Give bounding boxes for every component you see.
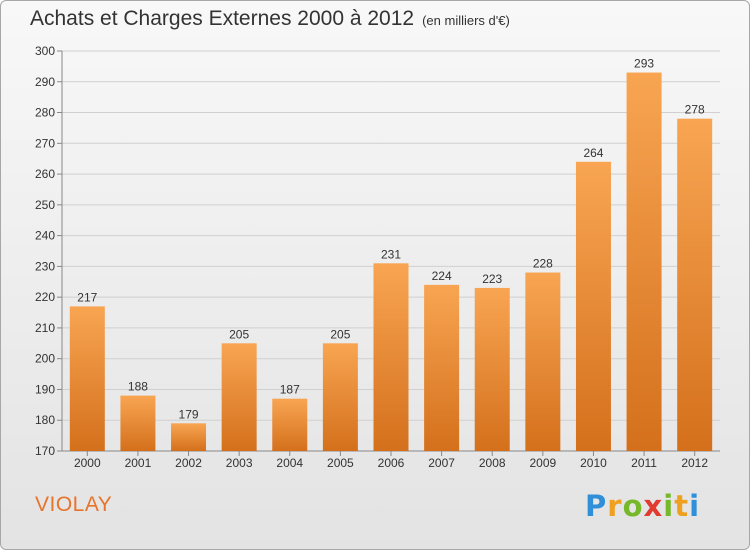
x-tick-label: 2008 — [479, 456, 506, 470]
y-tick-label: 270 — [35, 136, 55, 150]
y-tick-labels: 170 180 190 200 210 220 230 240 250 260 270 280 290 3… — [35, 44, 55, 458]
data-label: 293 — [634, 57, 654, 71]
data-label: 264 — [583, 146, 603, 160]
y-tick-label: 290 — [35, 75, 55, 89]
chart-title-text: Achats et Charges Externes 2000 à 2012 — [30, 7, 415, 30]
data-label: 205 — [330, 327, 350, 341]
bar — [677, 118, 713, 451]
data-labels: 217 188 179 205 187 205 231 224 223 228 264 293 278 — [77, 57, 705, 422]
x-tick-label: 2000 — [74, 456, 101, 470]
y-tick-label: 200 — [35, 352, 55, 366]
chart-title: Achats et Charges Externes 2000 à 2012 (e… — [30, 7, 510, 31]
data-label: 278 — [685, 103, 705, 117]
bar — [69, 306, 105, 451]
x-tick-label: 2003 — [226, 456, 253, 470]
y-tick-label: 180 — [35, 413, 55, 427]
proxiti-logo: Proxiti — [585, 489, 701, 523]
data-label: 187 — [280, 383, 300, 397]
bar — [525, 272, 561, 451]
data-label: 217 — [77, 290, 97, 304]
y-tick-label: 220 — [35, 290, 55, 304]
data-label: 188 — [128, 380, 148, 394]
commune-name: VIOLAY — [35, 493, 113, 516]
data-label: 224 — [432, 269, 452, 283]
x-tick-label: 2010 — [580, 456, 607, 470]
bar — [221, 343, 257, 451]
bar — [424, 284, 460, 451]
data-label: 205 — [229, 327, 249, 341]
bars — [69, 72, 713, 452]
y-tick-label: 300 — [35, 44, 55, 58]
x-tick-label: 2001 — [125, 456, 152, 470]
y-tick-label: 230 — [35, 259, 55, 273]
data-label: 228 — [533, 257, 553, 271]
chart-unit: (en milliers d'€) — [422, 13, 510, 28]
bar — [171, 423, 207, 451]
y-tick-label: 260 — [35, 167, 55, 181]
y-tick-label: 240 — [35, 229, 55, 243]
x-tick-label: 2009 — [529, 456, 556, 470]
bar — [120, 395, 156, 451]
x-tick-label: 2006 — [378, 456, 405, 470]
data-label: 179 — [179, 407, 199, 421]
bar — [626, 72, 662, 452]
x-tick-label: 2012 — [681, 456, 708, 470]
y-tick-label: 280 — [35, 106, 55, 120]
bar — [322, 343, 358, 451]
bar — [575, 161, 611, 451]
bar — [272, 398, 308, 451]
x-tick-label: 2011 — [631, 456, 657, 470]
x-tick-label: 2002 — [175, 456, 202, 470]
y-tick-label: 170 — [35, 444, 55, 458]
x-tick-label: 2005 — [327, 456, 354, 470]
bar — [474, 287, 510, 451]
x-tick-label: 2007 — [428, 456, 455, 470]
y-tick-label: 210 — [35, 321, 55, 335]
data-label: 231 — [381, 247, 401, 261]
x-tick-label: 2004 — [276, 456, 303, 470]
y-tick-label: 190 — [35, 382, 55, 396]
y-tick-label: 250 — [35, 198, 55, 212]
x-tick-labels: 2000 2001 2002 2003 2004 2005 2006 2007 2008 2009… — [74, 456, 708, 470]
data-label: 223 — [482, 272, 502, 286]
bar — [373, 263, 409, 451]
